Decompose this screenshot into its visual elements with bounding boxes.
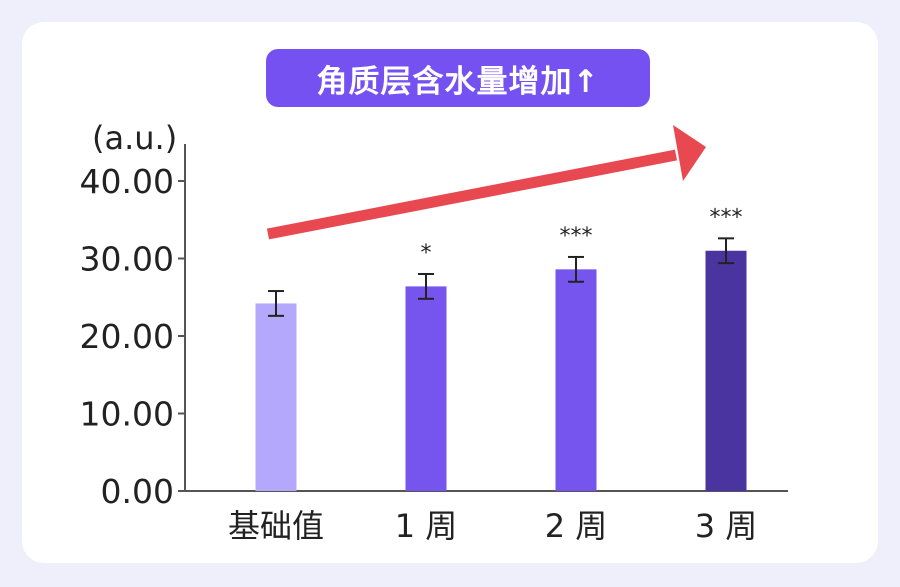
significance-label: * [421,241,432,266]
trend-arrow-head [673,125,706,181]
bar [705,250,747,491]
title-badge: 角质层含水量增加↑ [266,49,650,107]
x-tick-label: 2 周 [545,507,608,545]
y-tick-label: 30.00 [80,240,174,279]
y-axis-label: (a.u.) [92,119,177,157]
y-tick-label: 10.00 [80,395,174,434]
x-tick-label: 3 周 [695,507,758,545]
x-tick-label: 1 周 [395,507,458,545]
significance-label: *** [710,205,743,230]
bar [405,286,447,491]
trend-arrow-shaft [266,149,678,240]
bar [255,303,297,491]
significance-label: *** [560,224,593,249]
chart-title: 角质层含水量增加↑ [316,63,600,100]
y-tick-label: 40.00 [80,162,174,201]
y-tick-label: 0.00 [101,472,174,511]
y-tick-label: 20.00 [80,317,174,356]
x-tick-label: 基础值 [228,507,324,545]
bar [555,269,597,491]
